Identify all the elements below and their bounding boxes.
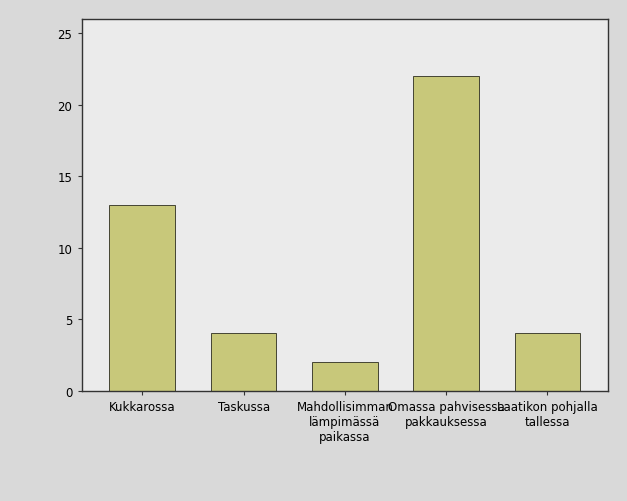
Bar <box>312 362 377 391</box>
Bar <box>413 77 479 391</box>
Bar <box>515 334 581 391</box>
Bar <box>211 334 277 391</box>
Bar <box>109 205 175 391</box>
